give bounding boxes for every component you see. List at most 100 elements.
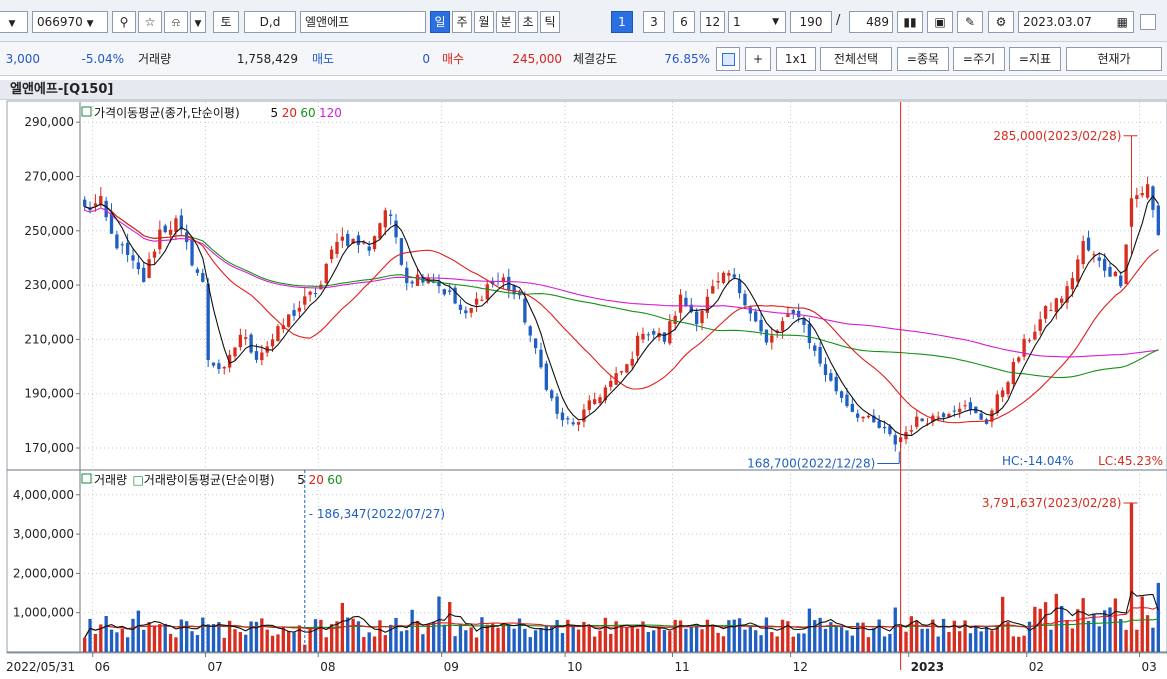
candle-body <box>866 415 871 418</box>
layout-1x1-button[interactable]: 1x1 <box>776 47 816 71</box>
volume-bar <box>845 630 849 652</box>
stock-name-field[interactable]: 엘앤에프 <box>300 11 426 33</box>
candle-body <box>689 304 693 313</box>
volume-bar <box>185 621 189 652</box>
candle-body <box>587 400 591 410</box>
time-tick-label: 11 <box>674 660 689 674</box>
candle-body <box>990 410 994 422</box>
current-price-button[interactable]: 현재가 <box>1066 47 1162 71</box>
volume-bar <box>609 633 613 652</box>
volume-bar <box>1081 598 1085 652</box>
candle-body <box>780 321 785 331</box>
volume-bar <box>979 631 983 652</box>
candle-body <box>603 387 608 401</box>
save-button[interactable]: ▣ <box>927 11 953 33</box>
cycle-sync-button[interactable]: =주기 <box>953 47 1005 71</box>
volume-bar <box>796 633 801 652</box>
volume-bar <box>147 622 151 652</box>
candle-body <box>813 345 817 351</box>
number-tab-12[interactable]: 12 <box>700 11 725 33</box>
candle-body <box>700 310 704 324</box>
candle-body <box>1049 310 1053 312</box>
stock-code-input[interactable]: 066970 ▼ <box>32 11 108 33</box>
settings-button[interactable]: ⚙ <box>988 11 1014 33</box>
candle-body <box>743 293 747 306</box>
t-button[interactable]: 토 <box>213 11 239 33</box>
select-all-button[interactable]: 전체선택 <box>820 47 892 71</box>
candle-body <box>319 284 323 290</box>
period-tab-2[interactable]: 월 <box>474 11 494 33</box>
indicator-sync-button[interactable]: =지표 <box>1009 47 1061 71</box>
unit-select[interactable]: 1 ▼ <box>728 11 786 33</box>
date-value: 2023.03.07 <box>1023 15 1092 29</box>
search-button[interactable]: ⚲ <box>112 11 136 33</box>
period-tab-0[interactable]: 일 <box>430 11 450 33</box>
candle-body <box>802 318 806 325</box>
quote-bar: 3,000 -5.04% 거래량 1,758,429 매도 0 매수 245,0… <box>0 42 1167 76</box>
number-tab-6[interactable]: 6 <box>673 11 695 33</box>
time-start-label: 2022/05/31 <box>6 660 75 674</box>
candle-body <box>1097 257 1101 261</box>
volume-bar <box>1043 602 1048 652</box>
alert-button[interactable]: ⍾ <box>164 11 188 33</box>
candle-body <box>958 408 962 413</box>
period-tab-5[interactable]: 틱 <box>540 11 560 33</box>
candle-body <box>947 414 951 418</box>
volume-bar <box>496 627 500 652</box>
volume-bar <box>491 623 495 652</box>
candle-body <box>694 311 699 325</box>
candle-body <box>652 330 656 335</box>
candle-type-button[interactable]: ▮▮ <box>897 11 923 33</box>
strength-label: 체결강도 <box>573 52 618 66</box>
volume-bar <box>877 619 881 652</box>
volume-bar <box>694 625 699 652</box>
price-tick-label: 210,000 <box>24 332 74 346</box>
volume-bar <box>437 596 441 652</box>
number-tab-3[interactable]: 3 <box>643 11 665 33</box>
option-checkbox[interactable] <box>1140 14 1156 30</box>
volume-bar <box>1086 620 1091 652</box>
volume-bar <box>346 617 350 652</box>
stock-sync-button[interactable]: =종목 <box>897 47 949 71</box>
period-tab-4[interactable]: 초 <box>518 11 538 33</box>
date-input[interactable]: 2023.03.07 ▦ <box>1018 11 1134 33</box>
volume-bar <box>528 637 532 652</box>
period-tab-3[interactable]: 분 <box>496 11 516 33</box>
volume-bar <box>195 635 200 652</box>
bell-icon: ⍾ <box>172 15 180 29</box>
count-value: 190 <box>799 15 823 29</box>
volume-bar <box>324 637 328 652</box>
favorite-button[interactable]: ☆ <box>138 11 162 33</box>
candle-body <box>1145 184 1150 198</box>
volume-bar <box>512 628 516 652</box>
dd-button[interactable]: D,d <box>244 11 296 33</box>
square-toggle-button[interactable] <box>716 47 740 71</box>
volume-bar <box>861 622 865 652</box>
period-tab-1[interactable]: 주 <box>452 11 472 33</box>
candle-body <box>211 362 216 366</box>
candle-body <box>453 287 457 304</box>
candle-body <box>748 307 752 314</box>
draw-button[interactable]: ✎ <box>957 11 983 33</box>
volume-bar <box>1022 635 1026 652</box>
candle-body <box>292 310 296 316</box>
candle-body <box>673 315 677 325</box>
volume-bar <box>1070 628 1075 652</box>
volume-bar <box>550 626 554 652</box>
menu-dropdown-button[interactable]: ▼ <box>0 11 28 33</box>
volume-bar <box>984 626 989 652</box>
candle-body <box>206 283 210 361</box>
number-tab-1[interactable]: 1 <box>611 11 633 33</box>
volume-bar <box>941 618 946 652</box>
add-button[interactable]: + <box>745 47 771 71</box>
volume-bar <box>174 637 178 652</box>
candle-body <box>378 223 382 239</box>
candle-body <box>566 418 570 420</box>
ma5-line <box>84 195 1159 437</box>
volume-bar <box>915 621 919 652</box>
volume-bar <box>415 620 420 652</box>
count-input[interactable]: 190 <box>790 11 832 33</box>
volume-bar <box>856 622 860 652</box>
alert-dropdown-button[interactable]: ▼ <box>190 11 206 33</box>
